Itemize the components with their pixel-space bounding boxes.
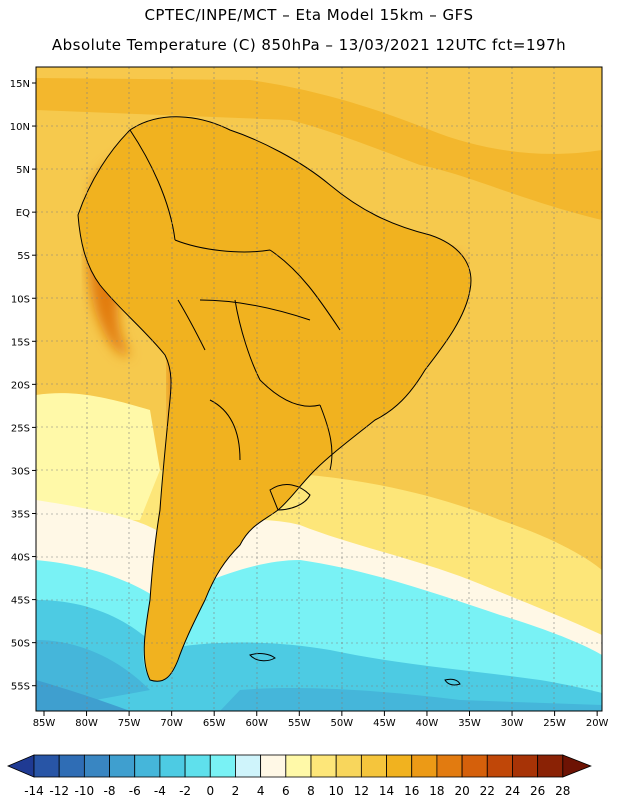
lon-label: 60W: [245, 718, 268, 729]
chart-subtitle: Absolute Temperature (C) 850hPa – 13/03/…: [51, 36, 567, 54]
colorbar-swatch: [285, 754, 312, 778]
lat-label: 35S: [11, 510, 30, 521]
lat-label: 10S: [11, 294, 30, 305]
lat-label: 40S: [11, 553, 30, 564]
colorbar-swatch: [486, 754, 513, 778]
colorbar-swatch: [310, 754, 337, 778]
colorbar-tick-label: 28: [555, 784, 570, 798]
colorbar-tick-label: 20: [454, 784, 469, 798]
colorbar-swatch: [109, 754, 136, 778]
colorbar-tick-label: -4: [154, 784, 166, 798]
colorbar-tick-label: 2: [232, 784, 240, 798]
colorbar-tick-label: -14: [24, 784, 44, 798]
colorbar-tick-labels: -14 -12 -10 -8 -6 -4 -2 0 2 4 6 8 10 12 14 16 18 20 22 24 26…: [24, 784, 570, 798]
colorbar-tick-label: 4: [257, 784, 265, 798]
colorbar-swatch: [235, 754, 262, 778]
colorbar-tick-label: 16: [404, 784, 419, 798]
colorbar-swatch: [159, 754, 186, 778]
colorbar-tick-label: -12: [49, 784, 69, 798]
colorbar-tick-label: 18: [429, 784, 444, 798]
coastlines: [77, 116, 472, 686]
colorbar-tick-label: 22: [480, 784, 495, 798]
lon-label: 40W: [416, 718, 439, 729]
lon-label: 20W: [586, 718, 609, 729]
lat-label: 50S: [11, 639, 30, 650]
colorbar-swatch: [411, 754, 438, 778]
lon-label: 45W: [373, 718, 396, 729]
colorbar-swatch: [134, 754, 161, 778]
lon-label: 65W: [203, 718, 226, 729]
lat-label: 20S: [11, 380, 30, 391]
lat-label: 15N: [10, 79, 30, 90]
lat-label: 10N: [10, 122, 30, 133]
colorbar-swatch: [83, 754, 110, 778]
lon-label: 25W: [543, 718, 566, 729]
lon-label: 30W: [501, 718, 524, 729]
lon-label: 35W: [458, 718, 481, 729]
lat-label: 5S: [17, 251, 30, 262]
colorbar-tick-label: 10: [329, 784, 344, 798]
lat-label: 15S: [11, 337, 30, 348]
colorbar-swatch: [537, 754, 564, 778]
colorbar-swatch: [461, 754, 488, 778]
colorbar-tick-label: 26: [530, 784, 545, 798]
map-frame: [35, 66, 603, 712]
lat-label: 30S: [11, 466, 30, 477]
colorbar-high-arrow: [562, 754, 592, 778]
lon-label: 85W: [33, 718, 56, 729]
colorbar-swatch: [33, 754, 60, 778]
lon-label: 70W: [160, 718, 183, 729]
longitude-labels: 85W 80W 75W 70W 65W 60W 55W 50W 45W 40W 35W 30W 25W 2…: [33, 711, 609, 729]
colorbar-tick-label: 14: [379, 784, 394, 798]
colorbar-tick-label: 24: [505, 784, 520, 798]
colorbar-tick-label: -2: [179, 784, 191, 798]
lon-label: 75W: [118, 718, 141, 729]
colorbar-swatch: [58, 754, 85, 778]
colorbar-swatch: [260, 754, 287, 778]
colorbar-tick-label: 12: [354, 784, 369, 798]
lon-label: 80W: [75, 718, 98, 729]
latitude-labels: 15N 10N 5N EQ 5S 10S 15S 20S 25S 30S 35S 40S 45S 50S 5…: [10, 79, 36, 693]
colorbar-swatch: [209, 754, 236, 778]
colorbar-swatch: [335, 754, 362, 778]
colorbar-swatch: [386, 754, 413, 778]
colorbar-swatch: [184, 754, 211, 778]
lat-label: 45S: [11, 596, 30, 607]
colorbar-tick-label: -10: [75, 784, 95, 798]
colorbar-tick-label: 6: [282, 784, 290, 798]
chart-title: CPTEC/INPE/MCT – Eta Model 15km – GFS: [144, 6, 474, 24]
colorbar: [6, 754, 592, 778]
lon-label: 55W: [288, 718, 311, 729]
gridlines: [36, 67, 602, 711]
lat-label: 5N: [16, 165, 30, 176]
lat-label: 55S: [11, 682, 30, 693]
colorbar-swatch: [512, 754, 539, 778]
colorbar-swatch: [436, 754, 463, 778]
colorbar-low-arrow: [6, 754, 35, 778]
colorbar-tick-label: 8: [307, 784, 315, 798]
temperature-field: [36, 67, 602, 711]
colorbar-tick-label: -8: [104, 784, 116, 798]
lon-label: 50W: [331, 718, 354, 729]
colorbar-swatch: [360, 754, 387, 778]
lat-label: EQ: [16, 208, 30, 219]
colorbar-tick-label: 0: [206, 784, 214, 798]
lat-label: 25S: [11, 423, 30, 434]
colorbar-tick-label: -6: [129, 784, 141, 798]
